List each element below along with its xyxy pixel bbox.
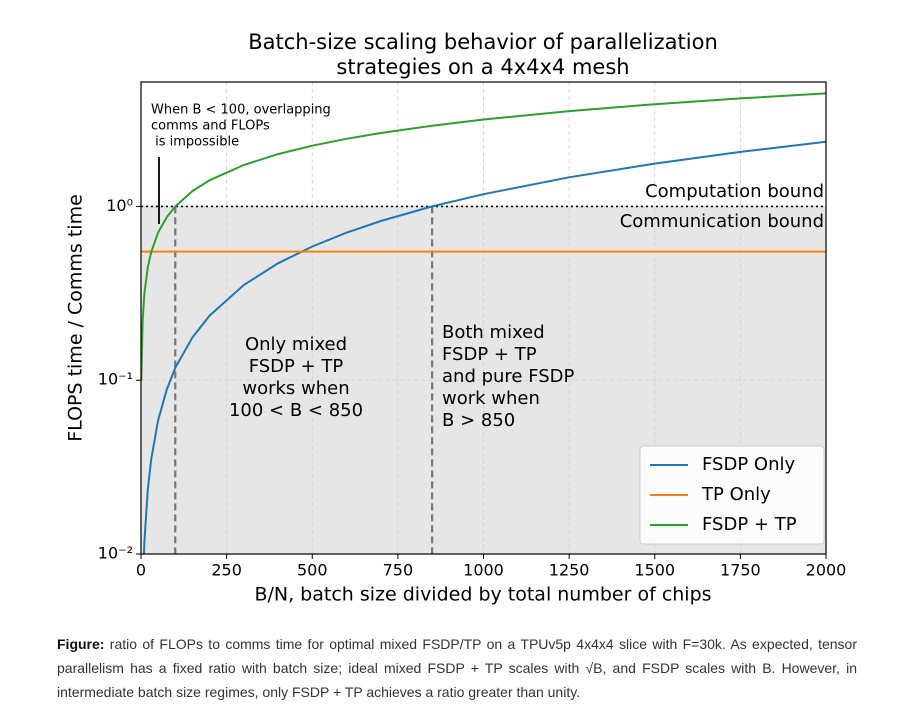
annotation: B > 850 — [442, 410, 515, 431]
chart-title: Batch-size scaling behavior of paralleli… — [248, 30, 718, 54]
annotation: comms and FLOPs — [151, 119, 270, 134]
legend-box — [639, 445, 825, 545]
series-line — [141, 92, 826, 381]
annotation: Both mixed — [442, 322, 545, 343]
annotation: FSDP + TP — [442, 344, 537, 365]
x-tick-label: 1250 — [549, 561, 590, 580]
x-tick-label: 2000 — [806, 561, 847, 580]
plot-frame — [140, 81, 827, 555]
region-label: Computation bound — [645, 181, 824, 202]
annotation: 100 < B < 850 — [229, 400, 363, 421]
legend-label: FSDP Only — [702, 454, 795, 475]
x-axis-label: B/N, batch size divided by total number … — [254, 584, 711, 606]
x-tick-label: 1000 — [463, 561, 504, 580]
y-axis-label: FLOPS time / Comms time — [65, 194, 87, 442]
series-line — [142, 140, 826, 554]
annotation: Only mixed — [245, 334, 347, 355]
chart-title: strategies on a 4x4x4 mesh — [336, 55, 629, 79]
annotation: When B < 100, overlapping — [151, 103, 331, 118]
y-tick-label: 10⁻² — [98, 544, 133, 563]
caption: Figure: ratio of FLOPs to comms time for… — [57, 632, 857, 704]
y-tick-label: 10⁻¹ — [98, 370, 133, 389]
region-label: Communication bound — [620, 211, 824, 232]
annotation: work when — [442, 388, 540, 409]
x-tick-label: 1500 — [634, 561, 675, 580]
caption-label: Figure: — [57, 636, 105, 652]
caption-text: ratio of FLOPs to comms time for optimal… — [57, 636, 857, 700]
chart: 0 250 500 750 1000 1250 1500 1750 2000 10⁻² 10⁻¹ 10… — [65, 30, 847, 606]
x-tick-label: 250 — [211, 561, 242, 580]
y-tick-label: 10⁰ — [106, 196, 133, 215]
annotation: works when — [242, 378, 349, 399]
annotation: is impossible — [151, 135, 239, 150]
annotation: FSDP + TP — [249, 356, 344, 377]
legend-label: FSDP + TP — [702, 514, 797, 535]
x-tick-label: 1750 — [720, 561, 761, 580]
x-tick-label: 0 — [136, 561, 146, 580]
legend-label: TP Only — [701, 484, 771, 505]
x-tick-label: 500 — [297, 561, 328, 580]
x-tick-label: 750 — [383, 561, 414, 580]
annotation: and pure FSDP — [442, 366, 575, 387]
